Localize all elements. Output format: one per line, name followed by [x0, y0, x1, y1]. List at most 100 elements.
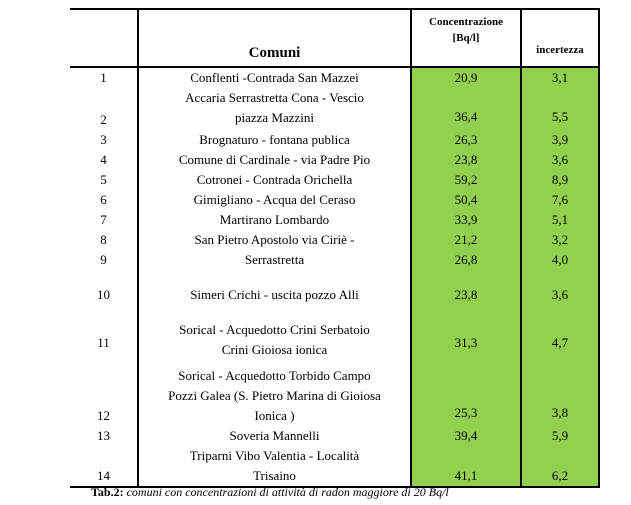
- comune-name: Sorical - Acquedotto Crini Serbatoio Crin…: [138, 320, 411, 366]
- concentrazione-value: 33,9: [410, 210, 522, 230]
- incertezza-value-text: 3,6: [551, 152, 569, 167]
- header-number: [70, 8, 139, 68]
- comune-name: Conflenti -Contrada San Mazzei: [138, 67, 411, 88]
- header-incertezza: incertezza: [521, 8, 600, 68]
- comune-name-text: Sorical - Acquedotto Torbido Campo: [178, 368, 371, 383]
- row-number-text: 9: [100, 252, 107, 267]
- concentrazione-value: 26,8: [410, 250, 522, 270]
- incertezza-value: 8,9: [521, 170, 600, 190]
- comune-name-text: Martirano Lombardo: [219, 212, 330, 227]
- incertezza-value-text: 8,9: [551, 172, 569, 187]
- comune-name: Serrastretta: [138, 250, 411, 270]
- concentrazione-value: 59,2: [410, 170, 522, 190]
- table-row: 6 Gimigliano - Acqua del Ceraso 50,4 7,6: [70, 190, 600, 210]
- concentrazione-value-text: 50,4: [454, 192, 478, 207]
- row-number: 9: [70, 250, 139, 270]
- row-number-text: 7: [100, 212, 107, 227]
- concentrazione-value-text: 26,3: [454, 132, 478, 147]
- incertezza-value-text: 6,2: [551, 468, 569, 483]
- comune-name-text: Accaria Serrastretta Cona - Vescio: [185, 90, 364, 105]
- comune-name: Simeri Crichi - uscita pozzo Alli: [138, 270, 411, 320]
- incertezza-value: 3,9: [521, 130, 600, 150]
- incertezza-value: 3,6: [521, 270, 600, 320]
- table-caption: Tab.2: comuni con concentrazioni di atti…: [91, 485, 449, 500]
- comune-name: Brognaturo - fontana publica: [138, 130, 411, 150]
- concentrazione-value-text: 31,3: [454, 335, 478, 350]
- table-row: 9 Serrastretta 26,8 4,0: [70, 250, 600, 270]
- comune-name: Sorical - Acquedotto Torbido Campo Pozzi …: [138, 366, 411, 426]
- row-number-text: 4: [100, 152, 107, 167]
- incertezza-value: 3,6: [521, 150, 600, 170]
- comune-name-text: Brognaturo - fontana publica: [199, 132, 350, 147]
- row-number: 3: [70, 130, 139, 150]
- row-number: 4: [70, 150, 139, 170]
- table-row: 8 San Pietro Apostolo via Ciriè - 21,2 3,2: [70, 230, 600, 250]
- comune-name-text: Crini Gioiosa ionica: [221, 342, 328, 357]
- row-number: 7: [70, 210, 139, 230]
- comune-name-text: Soveria Mannelli: [229, 428, 320, 443]
- concentrazione-value-text: 41,1: [454, 468, 478, 483]
- comune-name: Accaria Serrastretta Cona - Vescio piazza…: [138, 88, 411, 130]
- incertezza-value: 3,2: [521, 230, 600, 250]
- concentrazione-value: 23,8: [410, 150, 522, 170]
- comune-name-text: Conflenti -Contrada San Mazzei: [190, 70, 359, 85]
- header-comuni: Comuni: [138, 8, 411, 68]
- concentrazione-value-text: 25,3: [454, 405, 478, 420]
- concentrazione-value: 50,4: [410, 190, 522, 210]
- concentrazione-value: 25,3: [410, 366, 522, 426]
- concentrazione-value: 31,3: [410, 320, 522, 366]
- concentrazione-value-text: 59,2: [454, 172, 478, 187]
- comune-name: Martirano Lombardo: [138, 210, 411, 230]
- radon-table: Comuni Concentrazione [Bq/l] incertezza …: [70, 8, 600, 488]
- row-number-text: 13: [97, 428, 110, 443]
- comune-name-text: piazza Mazzini: [234, 110, 315, 125]
- concentrazione-value: 39,4: [410, 426, 522, 446]
- incertezza-value-text: 5,5: [551, 109, 569, 124]
- header-unit: [Bq/l]: [452, 32, 480, 44]
- row-number-text: 3: [100, 132, 107, 147]
- table-row: 14 Triparni Vibo Valentia - Località Trisa…: [70, 446, 600, 488]
- incertezza-value-text: 3,1: [551, 70, 569, 85]
- row-number-text: 1: [100, 70, 107, 85]
- comune-name: Soveria Mannelli: [138, 426, 411, 446]
- table-body: 1 Conflenti -Contrada San Mazzei 20,9 3,1 2 A…: [70, 67, 600, 488]
- row-number: 6: [70, 190, 139, 210]
- incertezza-value: 4,0: [521, 250, 600, 270]
- comune-name-text: Ionica ): [254, 408, 295, 423]
- incertezza-value: 5,1: [521, 210, 600, 230]
- concentrazione-value-text: 20,9: [454, 70, 478, 85]
- comune-name: Gimigliano - Acqua del Ceraso: [138, 190, 411, 210]
- caption-label: Tab.2:: [91, 485, 124, 499]
- concentrazione-value: 26,3: [410, 130, 522, 150]
- table-row: 3 Brognaturo - fontana publica 26,3 3,9: [70, 130, 600, 150]
- comune-name-text: Simeri Crichi - uscita pozzo Alli: [190, 287, 359, 302]
- row-number: 11: [70, 320, 139, 366]
- row-number-text: 8: [100, 232, 107, 247]
- row-number: 2: [70, 88, 139, 130]
- table-row: 11 Sorical - Acquedotto Crini Serbatoio Cr…: [70, 320, 600, 366]
- incertezza-value-text: 5,1: [551, 212, 569, 227]
- row-number-text: 5: [100, 172, 107, 187]
- incertezza-value-text: 3,9: [551, 132, 569, 147]
- row-number: 14: [70, 446, 139, 488]
- row-number-text: 2: [100, 112, 107, 127]
- comune-name: Triparni Vibo Valentia - Località Trisain…: [138, 446, 411, 488]
- comune-name-text: San Pietro Apostolo via Ciriè -: [194, 232, 355, 247]
- comune-name-text: Cotronei - Contrada Orichella: [196, 172, 353, 187]
- comune-name-text: Pozzi Galea (S. Pietro Marina di Gioiosa: [168, 388, 381, 403]
- comune-name: Cotronei - Contrada Orichella: [138, 170, 411, 190]
- concentrazione-value-text: 36,4: [454, 109, 478, 124]
- concentrazione-value-text: 33,9: [454, 212, 478, 227]
- row-number: 5: [70, 170, 139, 190]
- comune-name-text: Sorical - Acquedotto Crini Serbatoio: [179, 322, 370, 337]
- table-row: 1 Conflenti -Contrada San Mazzei 20,9 3,1: [70, 67, 600, 88]
- incertezza-value: 5,5: [521, 88, 600, 130]
- concentrazione-value: 41,1: [410, 446, 522, 488]
- concentrazione-value: 23,8: [410, 270, 522, 320]
- table-row: 10 Simeri Crichi - uscita pozzo Alli 23,8 3…: [70, 270, 600, 320]
- row-number-text: 11: [97, 335, 110, 350]
- header-concentrazione: Concentrazione [Bq/l]: [410, 8, 522, 68]
- row-number: 10: [70, 270, 139, 320]
- table-row: 2 Accaria Serrastretta Cona - Vescio piazz…: [70, 88, 600, 130]
- comune-name-text: Gimigliano - Acqua del Ceraso: [193, 192, 356, 207]
